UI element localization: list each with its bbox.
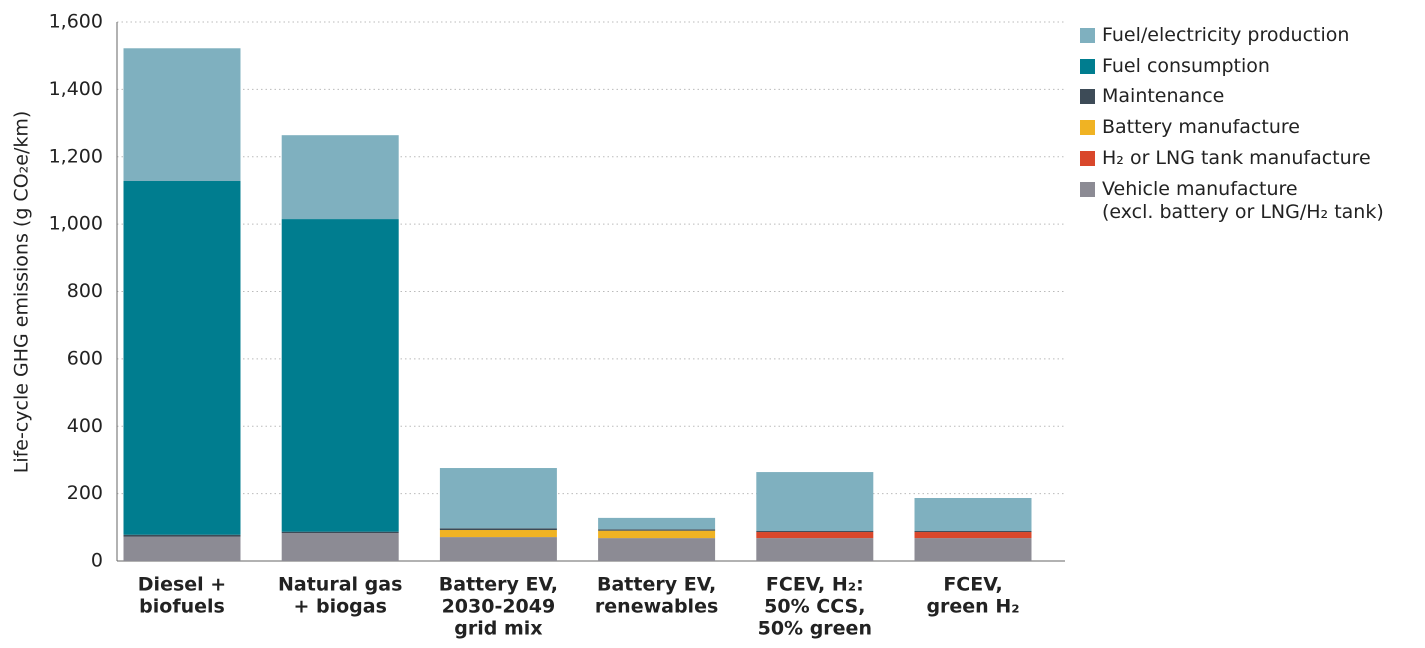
bar-segment	[281, 531, 399, 534]
bar-segment	[123, 534, 241, 537]
legend-label: Fuel consumption	[1102, 54, 1270, 77]
bar-segment	[598, 538, 716, 561]
bar-segment	[756, 531, 874, 533]
legend-swatch	[1080, 150, 1095, 166]
bar-segment	[756, 538, 874, 561]
x-tick-label: + biogas	[293, 596, 386, 618]
legend-label: Vehicle manufacture (excl. battery or LN…	[1102, 177, 1384, 223]
bar-segment	[439, 537, 557, 561]
bar-segment	[914, 538, 1032, 561]
bar-segment	[598, 530, 716, 539]
bar-segment	[123, 536, 241, 561]
legend-item: Fuel consumption	[1080, 55, 1270, 78]
y-tick-label: 1,600	[49, 11, 103, 33]
legend-item: Battery manufacture	[1080, 116, 1300, 139]
bar-segment	[281, 219, 399, 532]
x-tick-label: Diesel +	[138, 574, 226, 596]
bar-segment	[756, 532, 874, 539]
x-tick-label: Battery EV,	[439, 574, 558, 596]
legend-swatch	[1080, 181, 1095, 197]
y-tick-label: 600	[67, 347, 103, 369]
y-tick-label: 0	[91, 550, 103, 572]
legend-item: Maintenance	[1080, 85, 1224, 108]
bar-segment	[123, 181, 241, 535]
legend-label: H₂ or LNG tank manufacture	[1102, 146, 1371, 169]
legend-item: Vehicle manufacture (excl. battery or LN…	[1080, 178, 1384, 224]
legend-swatch	[1080, 28, 1095, 43]
legend-label: Maintenance	[1102, 85, 1225, 108]
x-tick-label: 50% green	[758, 618, 872, 640]
y-tick-label: 1,400	[49, 78, 103, 100]
bar-segment	[439, 528, 557, 531]
x-tick-label: 2030-2049	[442, 596, 556, 618]
x-tick-label: grid mix	[454, 618, 542, 640]
legend-item: Fuel/electricity production	[1080, 24, 1349, 47]
bar-segment	[123, 48, 241, 182]
bar-segment	[439, 530, 557, 538]
y-tick-label: 400	[67, 415, 103, 437]
bar-segment	[756, 472, 874, 532]
legend-swatch	[1080, 58, 1095, 74]
bar-segment	[439, 468, 557, 529]
y-tick-label: 1,200	[49, 145, 103, 167]
legend-item: H₂ or LNG tank manufacture	[1080, 147, 1371, 170]
bar-segment	[598, 529, 716, 531]
x-tick-label: Battery EV,	[597, 574, 716, 596]
legend-label: Battery manufacture	[1102, 116, 1300, 139]
x-tick-label: green H₂	[926, 596, 1019, 618]
y-tick-label: 1,000	[49, 213, 103, 235]
bar-segment	[281, 533, 399, 561]
bar-segment	[914, 531, 1032, 533]
y-tick-label: 200	[67, 482, 103, 504]
x-tick-label: FCEV, H₂:	[766, 574, 864, 596]
bar-segment	[914, 498, 1032, 532]
x-tick-label: FCEV,	[943, 574, 1002, 596]
x-tick-label: biofuels	[139, 596, 225, 618]
x-tick-label: Natural gas	[278, 574, 402, 596]
y-axis-label: Life-cycle GHG emissions (g CO₂e/km)	[11, 111, 33, 474]
x-tick-label: 50% CCS,	[764, 596, 865, 618]
bar-segment	[598, 517, 716, 530]
legend-swatch	[1080, 120, 1095, 136]
bar-segment	[281, 135, 399, 220]
bar-segment	[914, 532, 1032, 539]
legend-swatch	[1080, 89, 1095, 105]
y-tick-label: 800	[67, 280, 103, 302]
x-tick-label: renewables	[595, 596, 718, 618]
legend-label: Fuel/electricity production	[1102, 24, 1350, 46]
